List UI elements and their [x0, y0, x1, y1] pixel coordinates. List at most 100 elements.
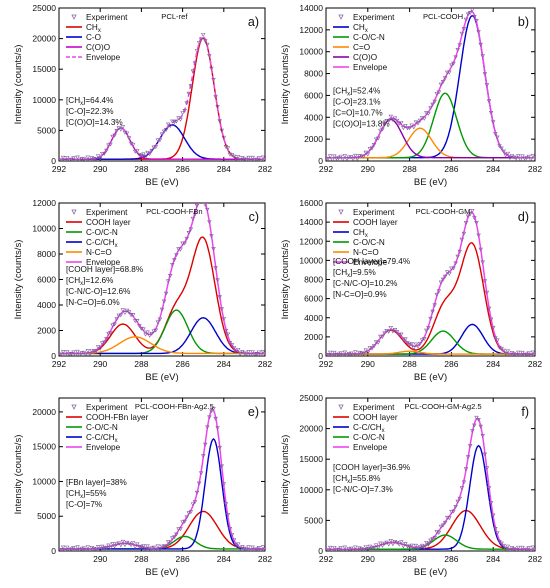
y-tick-label: 8000 — [37, 249, 56, 259]
legend-label: COOH layer — [353, 413, 398, 422]
x-tick-label: 284 — [217, 359, 231, 369]
x-tick-label: 288 — [134, 554, 148, 564]
experiment-point — [413, 342, 419, 347]
legend-label: C-O/C-N — [353, 238, 385, 247]
legend-label: N-C=O — [86, 248, 112, 257]
experiment-point — [258, 159, 264, 161]
experiment-point — [476, 417, 481, 422]
legend-label: Envelope — [353, 258, 388, 267]
experiment-point — [87, 548, 93, 551]
experiment-point — [482, 279, 488, 284]
experiment-point — [151, 329, 156, 334]
experiment-point — [403, 337, 408, 342]
experiment-point — [130, 312, 136, 317]
experiment-point — [248, 159, 253, 161]
experiment-point — [409, 543, 414, 548]
experiment-point — [180, 520, 185, 525]
x-axis-label: BE (eV) — [414, 177, 447, 188]
experiment-point — [203, 203, 208, 207]
legend-label: Envelope — [353, 63, 388, 72]
legend-label: CHx — [353, 23, 368, 34]
x-tick-label: 282 — [258, 359, 272, 369]
y-tick-label: 12000 — [32, 198, 56, 208]
experiment-point — [211, 406, 216, 411]
legend-label: C(O)O — [353, 53, 377, 62]
experiment-point — [501, 543, 506, 548]
experiment-point — [260, 155, 265, 160]
experiment-point — [518, 157, 523, 161]
experiment-point — [176, 527, 181, 532]
experiment-point — [340, 157, 345, 161]
y-tick-label: 6000 — [304, 90, 323, 100]
component-curve — [59, 309, 265, 355]
panel-label: d) — [518, 210, 529, 224]
experiment-point — [81, 546, 86, 551]
experiment-point — [77, 548, 82, 551]
experiment-point — [231, 154, 237, 159]
experiment-point — [85, 545, 91, 550]
experiment-point — [205, 425, 210, 430]
x-tick-label: 288 — [134, 359, 148, 369]
experiment-point — [207, 220, 212, 225]
experiment-point — [223, 328, 229, 333]
experiment-point — [442, 520, 448, 525]
experiment-point — [73, 548, 78, 551]
experiment-point — [190, 502, 196, 507]
experiment-point — [116, 313, 121, 318]
y-tick-label: 20000 — [299, 424, 323, 434]
chart-panel: 292 290 288 286 284 282 0 2000 4000 6000 8000 10000… — [280, 198, 542, 383]
experiment-point — [478, 424, 483, 429]
x-tick-label: 284 — [217, 164, 231, 174]
y-tick-label: 12000 — [299, 25, 323, 35]
experiment-point — [392, 328, 398, 332]
experiment-point — [409, 123, 414, 128]
x-tick-label: 290 — [93, 554, 107, 564]
y-axis-label: Intensity (counts/s) — [280, 435, 291, 515]
x-tick-label: 290 — [361, 554, 375, 564]
experiment-point — [480, 434, 485, 438]
experiment-point — [157, 317, 163, 322]
experiment-point — [248, 353, 253, 356]
y-tick-label: 8000 — [304, 275, 323, 285]
legend-label: C-O/C-N — [86, 423, 118, 432]
x-tick-label: 284 — [486, 164, 500, 174]
x-tick-label: 284 — [486, 554, 500, 564]
experiment-point — [461, 480, 467, 485]
experiment-point — [336, 352, 341, 356]
y-tick-label: 20000 — [32, 407, 56, 417]
experiment-point — [75, 545, 80, 550]
experiment-point — [503, 547, 508, 551]
experiment-point — [376, 545, 381, 550]
experiment-point — [447, 70, 452, 75]
experiment-point — [378, 541, 383, 546]
annotation-text: [CHx]=9.5% — [333, 268, 376, 279]
experiment-point — [390, 329, 396, 334]
legend-symbol — [338, 209, 344, 215]
experiment-point — [386, 119, 391, 124]
chart-panel: 290 288 286 284 282 0 5000 10000 15000 20000 BE (e… — [13, 397, 272, 578]
experiment-point — [250, 350, 255, 355]
experiment-point — [71, 546, 76, 550]
experiment-point — [79, 157, 84, 161]
experiment-point — [457, 249, 462, 254]
legend-symbol — [338, 14, 344, 20]
experiment-point — [338, 351, 343, 356]
experiment-point — [411, 346, 416, 351]
experiment-point — [60, 155, 66, 160]
experiment-point — [426, 326, 431, 331]
experiment-point — [428, 316, 433, 321]
experiment-point — [432, 303, 437, 308]
experiment-point — [411, 125, 416, 130]
experiment-point — [495, 135, 500, 140]
y-tick-label: 10000 — [32, 476, 56, 486]
experiment-point — [399, 332, 404, 337]
y-tick-label: 12000 — [299, 236, 323, 246]
experiment-point — [342, 154, 348, 159]
y-axis-label: Intensity (counts/s) — [13, 435, 24, 515]
experiment-point — [157, 138, 163, 143]
experiment-point — [346, 547, 352, 551]
experiment-point — [503, 351, 508, 356]
chart-panel: 292 290 288 286 284 282 0 2000 4000 6000 8000 10000… — [13, 198, 272, 383]
experiment-point — [457, 496, 462, 501]
